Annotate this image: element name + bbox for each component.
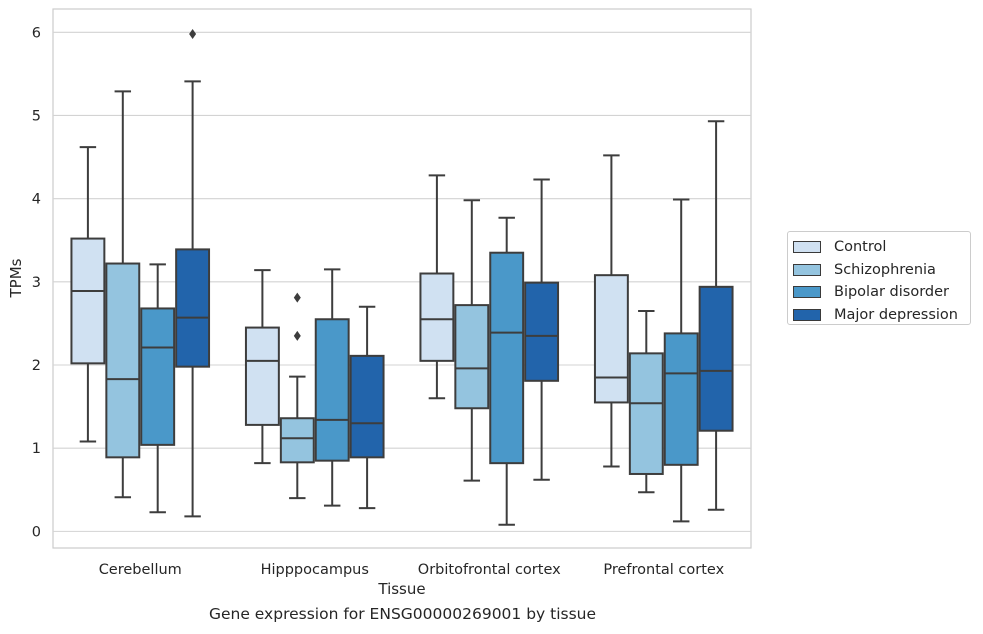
- outlier-major-depression-cerebellum-0: [189, 28, 197, 39]
- box-bipolar-disorder-cerebellum: [140, 307, 176, 446]
- box-control-orbitofrontal-cortex: [419, 272, 455, 362]
- legend-swatch-bipolar-disorder: [793, 286, 821, 299]
- box-group-control-cerebellum: [70, 146, 106, 443]
- box-major-depression-orbitofrontal-cortex: [524, 281, 560, 382]
- y-tick-label-3: 3: [32, 275, 41, 291]
- figure-caption: Gene expression for ENSG00000269001 by t…: [208, 605, 597, 623]
- outlier-schizophrenia-hipppocampus-1: [293, 292, 301, 303]
- legend-label-major-depression: Major depression: [834, 306, 958, 323]
- box-major-depression-cerebellum: [175, 248, 211, 368]
- legend-item-control: Control: [788, 236, 970, 259]
- y-axis-label: TPMs: [7, 258, 25, 298]
- box-major-depression-prefrontal-cortex: [698, 285, 734, 432]
- y-tick-label-1: 1: [32, 441, 41, 457]
- box-major-depression-hipppocampus: [349, 354, 385, 459]
- box-group-schizophrenia-prefrontal-cortex: [628, 309, 664, 494]
- y-tick-label-6: 6: [32, 25, 41, 41]
- legend-label-schizophrenia: Schizophrenia: [834, 261, 936, 278]
- box-group-schizophrenia-orbitofrontal-cortex: [454, 199, 490, 482]
- x-axis-ticks: Cerebellum Hipppocampus Orbitofrontal cort…: [99, 562, 725, 578]
- x-tick-label-cerebellum: Cerebellum: [99, 562, 182, 578]
- box-control-cerebellum: [70, 237, 106, 365]
- y-tick-label-4: 4: [32, 192, 41, 208]
- box-bipolar-disorder-orbitofrontal-cortex: [489, 251, 525, 465]
- box-group-schizophrenia-cerebellum: [105, 90, 141, 499]
- box-group-schizophrenia-hipppocampus: [279, 292, 315, 500]
- box-bipolar-disorder-prefrontal-cortex: [663, 332, 699, 466]
- legend-label-bipolar-disorder: Bipolar disorder: [834, 284, 949, 301]
- legend-label-control: Control: [834, 239, 887, 256]
- box-group-major-depression-hipppocampus: [349, 305, 385, 510]
- x-tick-label-hipppocampus: Hipppocampus: [261, 562, 369, 578]
- legend-item-bipolar-disorder: Bipolar disorder: [788, 281, 970, 304]
- outlier-schizophrenia-hipppocampus-0: [293, 330, 301, 341]
- y-tick-label-5: 5: [32, 108, 41, 124]
- legend-swatch-major-depression: [793, 308, 821, 321]
- box-schizophrenia-prefrontal-cortex: [628, 352, 664, 475]
- legend-item-major-depression: Major depression: [788, 304, 970, 327]
- boxes: [70, 28, 734, 526]
- box-schizophrenia-orbitofrontal-cortex: [454, 304, 490, 410]
- y-tick-label-0: 0: [32, 524, 41, 540]
- box-schizophrenia-cerebellum: [105, 262, 141, 459]
- x-tick-label-prefrontal-cortex: Prefrontal cortex: [603, 562, 724, 578]
- legend-swatch-schizophrenia: [793, 263, 821, 276]
- y-axis-ticks: 0 1 2 3 4 5 6: [32, 25, 41, 540]
- y-tick-label-2: 2: [32, 358, 41, 374]
- legend: Control Schizophrenia Bipolar disorder M…: [787, 231, 971, 325]
- box-group-control-prefrontal-cortex: [593, 154, 629, 468]
- legend-item-schizophrenia: Schizophrenia: [788, 259, 970, 282]
- box-bipolar-disorder-hipppocampus: [314, 318, 350, 462]
- box-control-prefrontal-cortex: [593, 274, 629, 404]
- box-group-control-orbitofrontal-cortex: [419, 174, 455, 400]
- x-tick-label-orbitofrontal-cortex: Orbitofrontal cortex: [418, 562, 561, 578]
- box-group-major-depression-cerebellum: [175, 28, 211, 518]
- box-group-bipolar-disorder-cerebellum: [140, 263, 176, 514]
- box-group-major-depression-orbitofrontal-cortex: [524, 178, 560, 481]
- legend-swatch-control: [793, 241, 821, 254]
- box-control-hipppocampus: [244, 326, 280, 426]
- box-group-bipolar-disorder-prefrontal-cortex: [663, 198, 699, 523]
- box-group-bipolar-disorder-orbitofrontal-cortex: [489, 216, 525, 526]
- x-axis-label: Tissue: [377, 580, 425, 598]
- box-group-bipolar-disorder-hipppocampus: [314, 268, 350, 507]
- box-schizophrenia-hipppocampus: [279, 417, 315, 464]
- box-group-major-depression-prefrontal-cortex: [698, 120, 734, 511]
- box-group-control-hipppocampus: [244, 269, 280, 465]
